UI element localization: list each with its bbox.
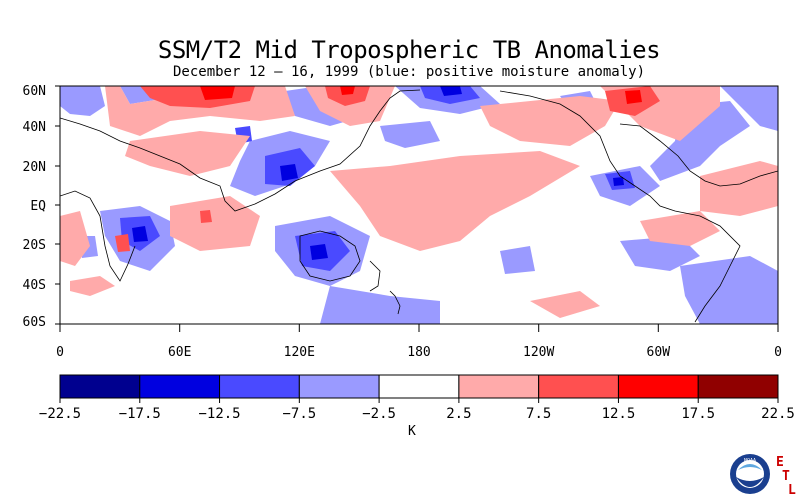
lon-label: 180 (407, 345, 430, 360)
lat-axis: 60N 40N 20N EQ 20S 40S 60S (23, 84, 60, 330)
colorbar-swatch (697, 374, 779, 399)
chart-title: SSM/T2 Mid Tropospheric TB Anomalies (157, 36, 661, 64)
lon-axis: 0 60E 120E 180 120W 60W 0 (56, 324, 782, 360)
chart-subtitle: December 12 – 16, 1999 (blue: positive m… (172, 64, 645, 80)
etl-letter-t: T (782, 469, 790, 484)
colorbar-swatch (139, 374, 221, 399)
lon-label: 60E (168, 345, 191, 360)
lon-label: 0 (56, 345, 64, 360)
lat-label: 20S (23, 238, 46, 253)
units-label: K (408, 424, 416, 439)
lat-label: 20N (23, 160, 46, 175)
anomaly-fields (60, 86, 778, 324)
colorbar-swatch (378, 374, 460, 399)
colorbar-tick-label: 12.5 (602, 406, 636, 422)
lat-label: 60S (23, 315, 46, 330)
colorbar-swatch (219, 374, 300, 399)
etl-letter-l: L (788, 483, 796, 496)
colorbar-tick-label: 2.5 (446, 406, 471, 422)
colorbar-tick-label: −12.5 (198, 406, 240, 422)
colorbar-swatch (298, 374, 380, 399)
core-moist-anomaly-regions (132, 86, 624, 260)
colorbar-tick-label: 7.5 (526, 406, 551, 422)
noaa-etl-logo: NOAA E T L (730, 454, 796, 496)
strong-dry-anomaly-regions (115, 86, 660, 252)
colorbar-swatch (458, 374, 540, 399)
colorbar-tick-label: −22.5 (39, 406, 81, 422)
etl-letter-e: E (776, 455, 784, 470)
colorbar-swatch (59, 374, 141, 399)
core-dry-anomaly-regions (200, 86, 642, 104)
colorbar-swatch (617, 374, 699, 399)
colorbar-tick-label: −7.5 (282, 406, 316, 422)
lat-label: 60N (23, 84, 46, 99)
coastlines (60, 89, 778, 323)
dry-anomaly-regions (60, 86, 778, 318)
colorbar-swatch (538, 374, 619, 399)
lat-label: 40N (23, 120, 46, 135)
colorbar-tick-label: 22.5 (761, 406, 795, 422)
colorbar-tick-label: −17.5 (119, 406, 161, 422)
lat-label: EQ (30, 199, 46, 214)
colorbar-tick-label: −2.5 (362, 406, 396, 422)
lon-label: 120W (523, 345, 554, 360)
colorbar-swatches (59, 374, 779, 403)
colorbar: −22.5 −17.5 −12.5 −7.5 −2.5 2.5 7.5 12.5 17.5 22.… (39, 374, 795, 422)
anomaly-map: 60N 40N 20N EQ 20S 40S 60S 0 60E 120E 18… (23, 84, 782, 360)
lon-label: 60W (647, 345, 671, 360)
lon-label: 0 (774, 345, 782, 360)
lat-label: 40S (23, 278, 46, 293)
colorbar-tick-labels: −22.5 −17.5 −12.5 −7.5 −2.5 2.5 7.5 12.5 17.5 22.… (39, 406, 795, 422)
colorbar-tick-label: 17.5 (681, 406, 715, 422)
lon-label: 120E (284, 345, 315, 360)
seal-text: NOAA (744, 458, 756, 464)
